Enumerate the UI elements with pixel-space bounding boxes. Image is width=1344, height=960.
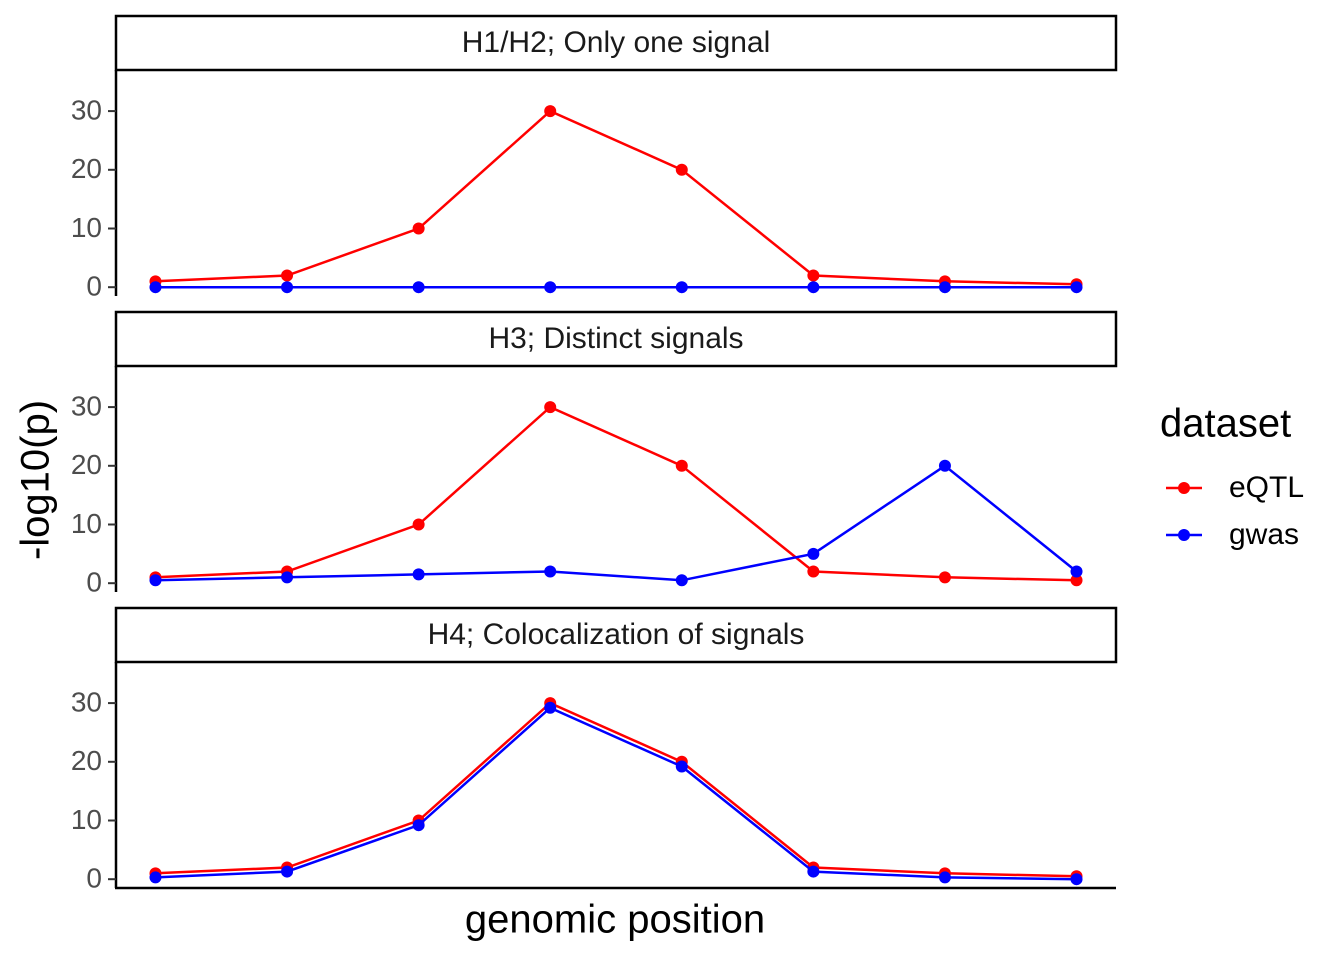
data-point-gwas: [807, 865, 820, 878]
data-point-gwas: [1070, 281, 1083, 294]
data-point-eqtl: [412, 518, 425, 531]
y-tick-label: 0: [86, 863, 102, 894]
data-point-eqtl: [281, 269, 294, 282]
data-point-gwas: [149, 871, 162, 884]
y-tick-label: 20: [71, 153, 102, 184]
data-point-eqtl: [1070, 574, 1083, 587]
y-tick-label: 30: [71, 390, 102, 421]
data-point-gwas: [281, 865, 294, 878]
data-point-gwas: [149, 281, 162, 294]
data-point-gwas: [281, 571, 294, 584]
data-point-gwas: [412, 281, 425, 294]
series-line-eqtl: [155, 109, 1077, 286]
data-point-gwas: [807, 547, 820, 560]
data-point-gwas: [1070, 565, 1083, 578]
data-point-eqtl: [544, 401, 557, 414]
legend-entry-gwas: gwas: [1166, 518, 1299, 551]
y-tick-label: 20: [71, 449, 102, 480]
panel-title: H1/H2; Only one signal: [462, 26, 771, 59]
data-point-gwas: [1070, 873, 1083, 886]
legend-entries: eQTL gwas: [1166, 471, 1304, 551]
data-point-eqtl: [807, 269, 820, 282]
data-point-eqtl: [938, 571, 951, 584]
legend-label: eQTL: [1229, 471, 1304, 504]
data-point-gwas: [675, 760, 688, 773]
data-point-gwas: [544, 565, 557, 578]
y-tick-label: 30: [71, 686, 102, 717]
panel-3: H4; Colocalization of signals 0 10 20 30: [71, 606, 1118, 894]
x-axis-title: genomic position: [465, 898, 765, 942]
legend-entry-eqtl: eQTL: [1166, 471, 1304, 504]
series-line-gwas: [155, 464, 1078, 582]
legend-key-point: [1178, 482, 1190, 494]
y-tick-label: 10: [71, 508, 102, 539]
data-point-gwas: [412, 568, 425, 581]
data-point-gwas: [807, 281, 820, 294]
data-point-gwas: [675, 281, 688, 294]
legend-key-point: [1178, 529, 1190, 541]
series-line-gwas: [155, 706, 1077, 881]
data-point-eqtl: [675, 163, 688, 176]
legend-title: dataset: [1160, 402, 1291, 446]
data-point-eqtl: [675, 459, 688, 472]
data-point-gwas: [938, 281, 951, 294]
panel-title: H4; Colocalization of signals: [428, 618, 805, 651]
data-point-gwas: [149, 574, 162, 587]
panel-title: H3; Distinct signals: [488, 322, 743, 355]
y-tick-label: 20: [71, 745, 102, 776]
panel-strip: [114, 14, 1118, 72]
y-tick-label: 10: [71, 804, 102, 835]
panel-1: H1/H2; Only one signal 0 10 20 30: [71, 14, 1118, 302]
data-point-eqtl: [807, 565, 820, 578]
data-point-gwas: [281, 281, 294, 294]
panel-strip: [114, 310, 1118, 368]
data-point-eqtl: [544, 105, 557, 118]
panel-2: H3; Distinct signals 0 10 20 30: [71, 310, 1118, 598]
legend-label: gwas: [1229, 518, 1299, 551]
data-point-gwas: [938, 459, 951, 472]
data-point-eqtl: [412, 222, 425, 235]
data-point-gwas: [938, 871, 951, 884]
legend: dataset eQTL gwas: [1160, 402, 1304, 551]
panel-strip: [114, 606, 1118, 664]
y-tick-label: 10: [71, 212, 102, 243]
data-point-gwas: [675, 574, 688, 587]
data-point-gwas: [412, 819, 425, 832]
y-tick-label: 0: [86, 567, 102, 598]
y-tick-label: 30: [71, 94, 102, 125]
data-point-gwas: [544, 281, 557, 294]
data-point-gwas: [544, 701, 557, 714]
y-axis-title: -log10(p): [14, 400, 58, 560]
series-line-eqtl: [155, 405, 1077, 582]
series-line-eqtl: [155, 701, 1077, 878]
y-tick-label: 0: [86, 271, 102, 302]
